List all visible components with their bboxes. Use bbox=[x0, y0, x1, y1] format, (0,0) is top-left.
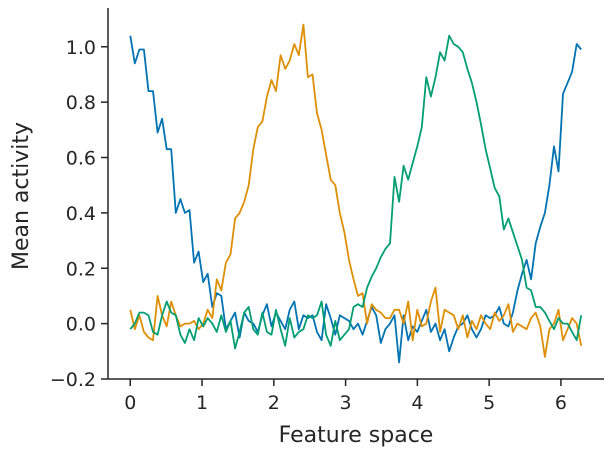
x-tick-label: 1 bbox=[196, 392, 208, 414]
series-line-2 bbox=[129, 23, 583, 358]
x-tick-label: 2 bbox=[268, 392, 280, 414]
series-line-1 bbox=[129, 35, 582, 364]
y-tick-label: 0.8 bbox=[66, 92, 96, 114]
y-tick-label: −0.2 bbox=[50, 369, 96, 391]
y-tick-label: 0.6 bbox=[66, 148, 96, 170]
y-tick-label: 0.0 bbox=[66, 314, 96, 336]
x-tick-label: 3 bbox=[340, 392, 352, 414]
y-tick-label: 1.0 bbox=[66, 37, 96, 59]
x-tick-label: 6 bbox=[555, 392, 567, 414]
plot-area bbox=[129, 23, 583, 364]
series-line-3 bbox=[129, 34, 583, 350]
y-tick-label: 0.4 bbox=[66, 203, 96, 225]
x-axis-title: Feature space bbox=[279, 423, 434, 448]
x-tick-label: 4 bbox=[411, 392, 423, 414]
y-ticks: −0.2 0.0 0.2 0.4 0.6 0.8 1.0 bbox=[50, 37, 108, 391]
x-tick-label: 5 bbox=[483, 392, 495, 414]
x-ticks: 0 1 2 3 4 5 6 bbox=[124, 379, 567, 414]
y-axis-title: Mean activity bbox=[9, 122, 34, 270]
x-tick-label: 0 bbox=[124, 392, 136, 414]
y-tick-label: 0.2 bbox=[66, 258, 96, 280]
